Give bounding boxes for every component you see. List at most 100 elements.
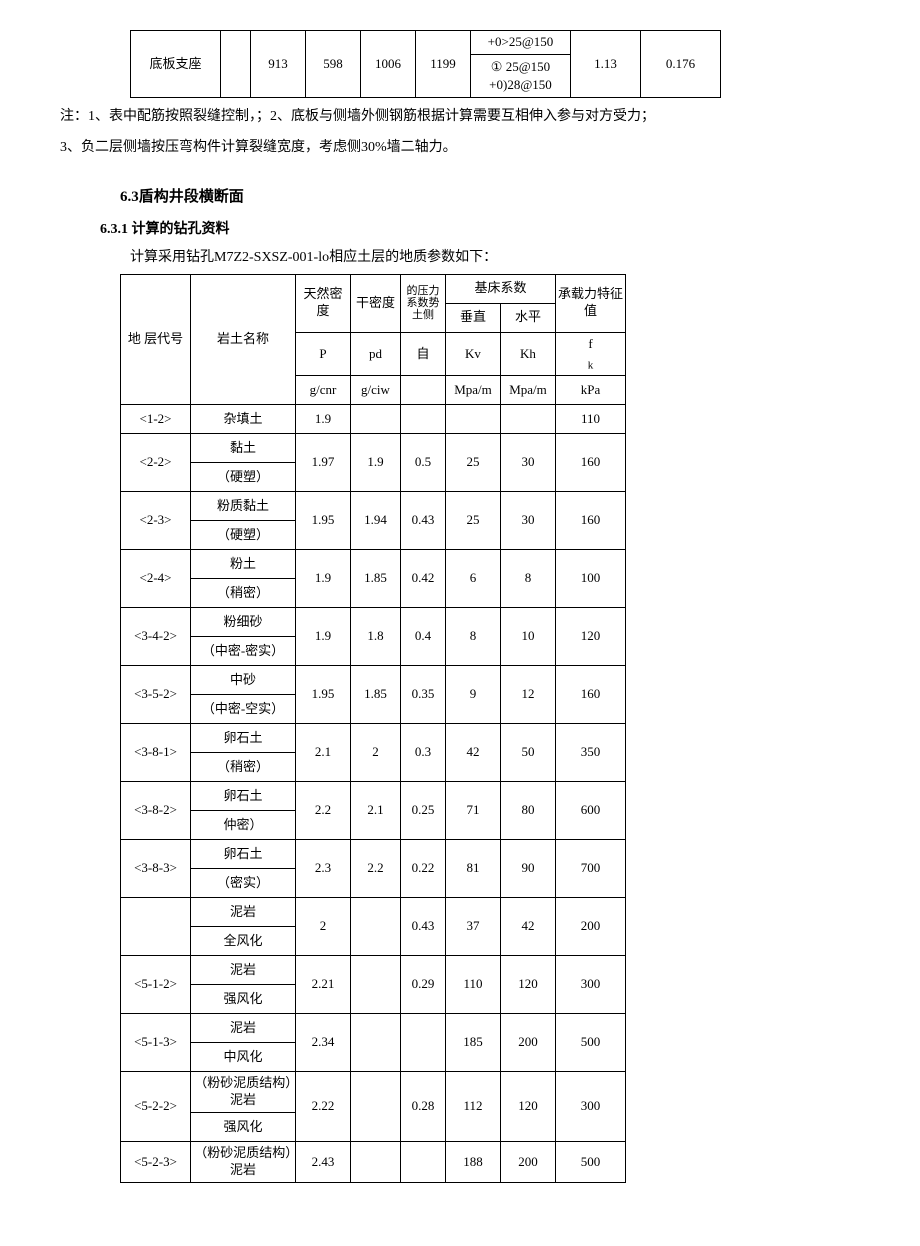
cell-fk: 120 [556, 608, 626, 666]
cell-code: <3-8-2> [121, 782, 191, 840]
cell-k0: 0.43 [401, 492, 446, 550]
hdr-kv: 垂直 [446, 303, 501, 332]
cell-name: 卵石土 [191, 782, 296, 811]
cell-p: 2.43 [296, 1142, 351, 1183]
cell-kh: 200 [501, 1142, 556, 1183]
cell-name: 粉土 [191, 550, 296, 579]
unit-side [401, 376, 446, 405]
cell-kv: 6 [446, 550, 501, 608]
cell-name: （硬塑） [191, 521, 296, 550]
cell-k0 [401, 405, 446, 434]
geology-table: 地 层代号 岩土名称 天然密度 干密度 的压力系数势土侧 基床系数 承载力特征值… [120, 274, 626, 1183]
cell-kv: 25 [446, 434, 501, 492]
cell-code: <5-2-3> [121, 1142, 191, 1183]
table-row: <5-2-2>（粉砂泥质结构）泥岩2.220.28112120300 [121, 1072, 626, 1113]
table-row: <1-2>杂填土1.9110 [121, 405, 626, 434]
cell-pd: 1.85 [351, 666, 401, 724]
cell-p: 1.9 [296, 608, 351, 666]
cell-fk: 300 [556, 1072, 626, 1142]
table-row: <2-2>黏土1.971.90.52530160 [121, 434, 626, 463]
cell-code: <5-1-3> [121, 1014, 191, 1072]
cell-kh: 50 [501, 724, 556, 782]
cell-name: 粉细砂 [191, 608, 296, 637]
section-heading-6-3: 6.3盾构井段横断面 [120, 185, 860, 206]
unit-fk: kPa [556, 376, 626, 405]
cell-pd: 1.94 [351, 492, 401, 550]
cell-fk: 350 [556, 724, 626, 782]
cell-pd [351, 898, 401, 956]
cell-kh: 80 [501, 782, 556, 840]
cell-kv: 81 [446, 840, 501, 898]
cell-kv: 110 [446, 956, 501, 1014]
hdr-fk: fk [556, 332, 626, 376]
cell-pd: 2.2 [351, 840, 401, 898]
cell-name: 中风化 [191, 1043, 296, 1072]
cell-kv: 42 [446, 724, 501, 782]
cell-label: 底板支座 [131, 31, 221, 98]
cell-name: （粉砂泥质结构）泥岩 [191, 1072, 296, 1113]
hdr-side-sym: 自 [401, 332, 446, 376]
cell-pd [351, 405, 401, 434]
cell-code: <3-8-1> [121, 724, 191, 782]
cell-pd [351, 1072, 401, 1142]
cell-name: （稍密） [191, 579, 296, 608]
unit-kv: Mpa/m [446, 376, 501, 405]
top-row-1: 底板支座 913 598 1006 1199 +0>25@150 1.13 0.… [131, 31, 721, 55]
cell-k0: 0.35 [401, 666, 446, 724]
cell-v2: 598 [306, 31, 361, 98]
cell-kv: 188 [446, 1142, 501, 1183]
cell-kv: 37 [446, 898, 501, 956]
cell-name: 中砂 [191, 666, 296, 695]
cell-k0: 0.3 [401, 724, 446, 782]
cell-pd: 1.8 [351, 608, 401, 666]
note-line-1: 注：1、表中配筋按照裂缝控制，；2、底板与侧墙外侧钢筋根据计算需要互相伸入参与对… [60, 104, 860, 129]
table-row: <3-5-2>中砂1.951.850.35912160 [121, 666, 626, 695]
cell-fk: 160 [556, 492, 626, 550]
cell-p: 2.21 [296, 956, 351, 1014]
table-row: <3-8-2>卵石土2.22.10.257180600 [121, 782, 626, 811]
table-row: <2-4>粉土1.91.850.4268100 [121, 550, 626, 579]
cell-k0: 0.29 [401, 956, 446, 1014]
cell-fk: 500 [556, 1014, 626, 1072]
cell-fk: 600 [556, 782, 626, 840]
table-row: <5-1-2>泥岩2.210.29110120300 [121, 956, 626, 985]
cell-blank [221, 31, 251, 98]
hdr-bed: 基床系数 [446, 274, 556, 303]
cell-kh: 90 [501, 840, 556, 898]
cell-name: 强风化 [191, 1113, 296, 1142]
cell-p: 1.97 [296, 434, 351, 492]
cell-name: （中密-密实） [191, 637, 296, 666]
table-row: <5-2-3>（粉砂泥质结构）泥岩2.43188200500 [121, 1142, 626, 1183]
cell-pd: 1.9 [351, 434, 401, 492]
cell-kv: 25 [446, 492, 501, 550]
cell-p: 1.9 [296, 550, 351, 608]
cell-v1: 913 [251, 31, 306, 98]
cell-rebar-prev: +0>25@150 [471, 31, 571, 55]
hdr-bear: 承载力特征值 [556, 274, 626, 332]
cell-code: <3-4-2> [121, 608, 191, 666]
cell-pd [351, 1142, 401, 1183]
cell-p: 2.3 [296, 840, 351, 898]
hdr-pd: pd [351, 332, 401, 376]
cell-v6: 0.176 [641, 31, 721, 98]
cell-name: 杂填土 [191, 405, 296, 434]
cell-kh [501, 405, 556, 434]
cell-name: 卵石土 [191, 840, 296, 869]
table-row: <3-8-3>卵石土2.32.20.228190700 [121, 840, 626, 869]
cell-kh: 30 [501, 492, 556, 550]
cell-fk: 160 [556, 434, 626, 492]
cell-pd: 2.1 [351, 782, 401, 840]
cell-name: 全风化 [191, 927, 296, 956]
cell-pd: 2 [351, 724, 401, 782]
intro-text: 计算采用钻孔M7Z2-SXSZ-001-lo相应土层的地质参数如下： [130, 246, 860, 266]
cell-fk: 200 [556, 898, 626, 956]
hdr-name: 岩土名称 [191, 274, 296, 405]
cell-p: 2 [296, 898, 351, 956]
cell-code: <2-4> [121, 550, 191, 608]
cell-fk: 700 [556, 840, 626, 898]
cell-code: <3-8-3> [121, 840, 191, 898]
cell-kh: 30 [501, 434, 556, 492]
cell-code [121, 898, 191, 956]
cell-name: 仲密） [191, 811, 296, 840]
cell-kh: 120 [501, 1072, 556, 1142]
